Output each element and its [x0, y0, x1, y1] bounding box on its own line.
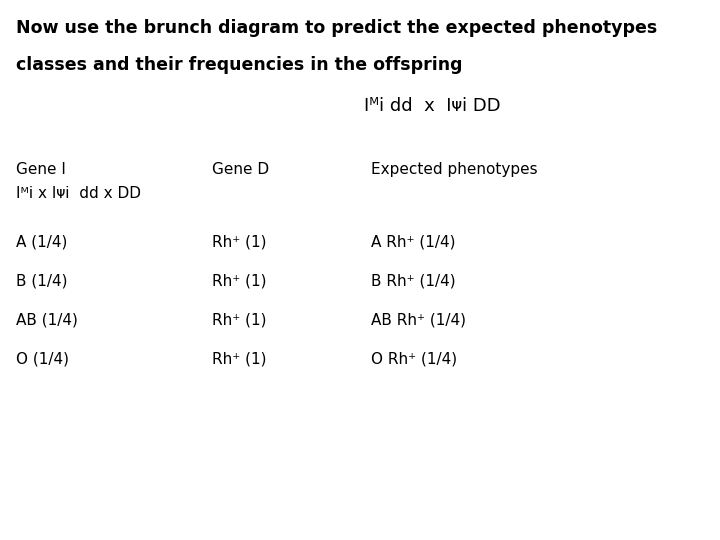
Text: O Rh⁺ (1/4): O Rh⁺ (1/4) — [371, 352, 457, 367]
Text: Rh⁺ (1): Rh⁺ (1) — [212, 274, 267, 289]
Text: AB (1/4): AB (1/4) — [16, 313, 78, 328]
Text: Now use the brunch diagram to predict the expected phenotypes: Now use the brunch diagram to predict th… — [16, 19, 657, 37]
Text: Expected phenotypes: Expected phenotypes — [371, 162, 537, 177]
Text: Rh⁺ (1): Rh⁺ (1) — [212, 313, 267, 328]
Text: Rh⁺ (1): Rh⁺ (1) — [212, 235, 267, 250]
Text: Iᴹi dd  x  Iᴪi DD: Iᴹi dd x Iᴪi DD — [364, 97, 500, 115]
Text: Iᴹi x Iᴪi  dd x DD: Iᴹi x Iᴪi dd x DD — [16, 186, 141, 201]
Text: B (1/4): B (1/4) — [16, 274, 68, 289]
Text: A (1/4): A (1/4) — [16, 235, 67, 250]
Text: O (1/4): O (1/4) — [16, 352, 69, 367]
Text: Gene D: Gene D — [212, 162, 269, 177]
Text: B Rh⁺ (1/4): B Rh⁺ (1/4) — [371, 274, 456, 289]
Text: Rh⁺ (1): Rh⁺ (1) — [212, 352, 267, 367]
Text: A Rh⁺ (1/4): A Rh⁺ (1/4) — [371, 235, 455, 250]
Text: AB Rh⁺ (1/4): AB Rh⁺ (1/4) — [371, 313, 466, 328]
Text: Gene I: Gene I — [16, 162, 66, 177]
Text: classes and their frequencies in the offspring: classes and their frequencies in the off… — [16, 56, 462, 73]
